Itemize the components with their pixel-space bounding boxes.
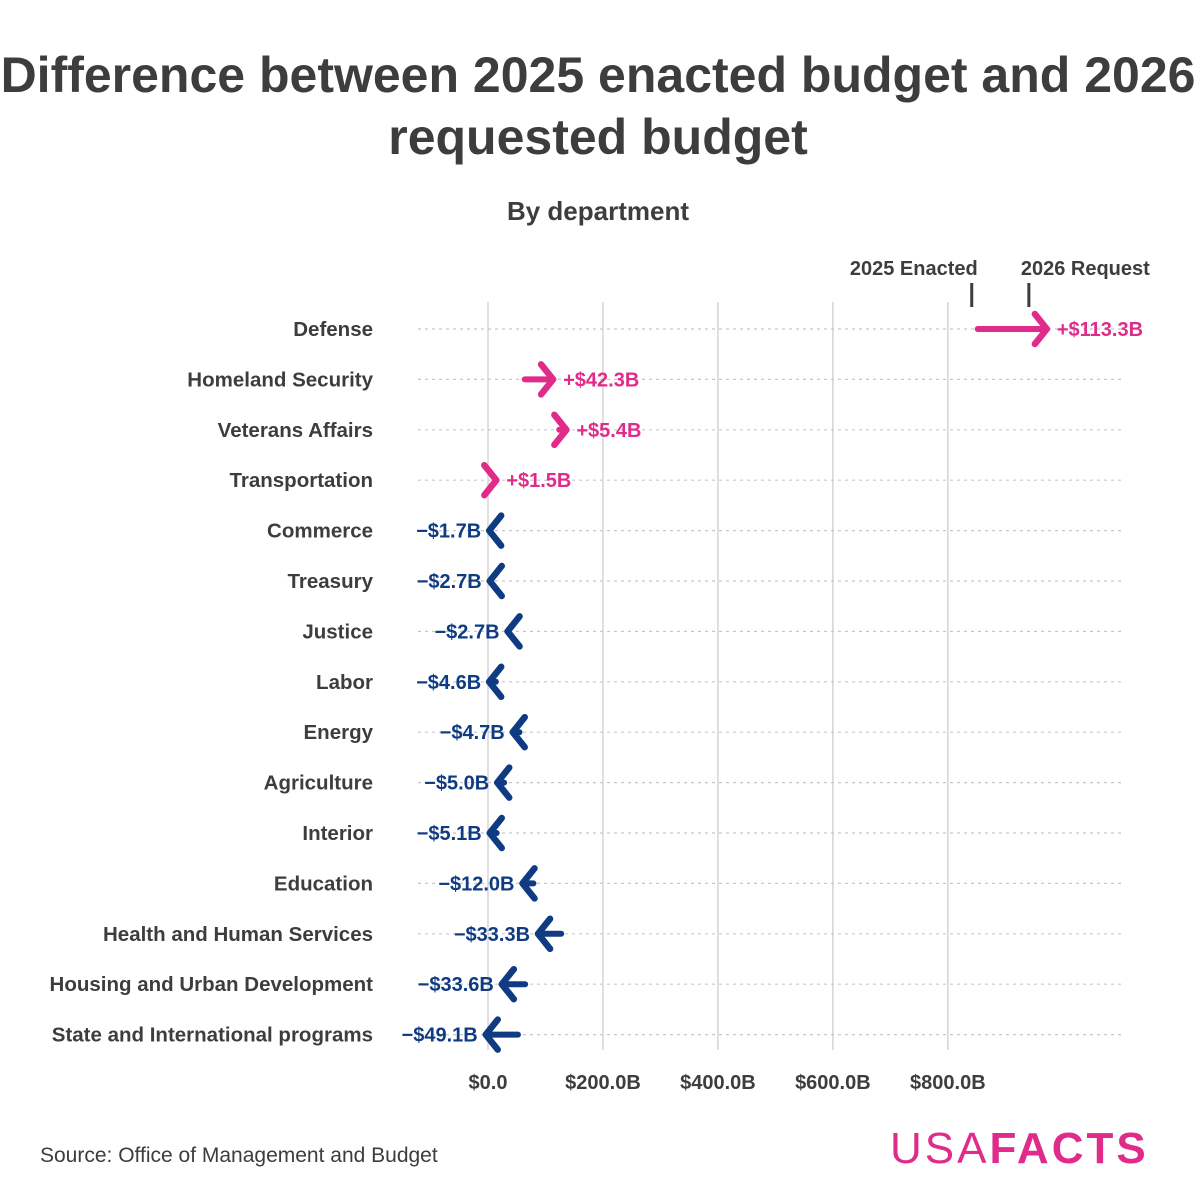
category-label: Commerce bbox=[267, 520, 373, 543]
x-tick-label: $200.0B bbox=[565, 1072, 641, 1094]
arrow-head bbox=[485, 663, 505, 701]
arrow-head bbox=[519, 865, 538, 902]
chart-title: Difference between 2025 enacted budget a… bbox=[0, 47, 1196, 165]
value-label: −$5.0B bbox=[424, 773, 489, 795]
category-label: Defense bbox=[293, 318, 373, 341]
x-tick-label: $400.0B bbox=[680, 1072, 756, 1094]
category-label: Treasury bbox=[288, 570, 374, 593]
chart-subtitle: By department bbox=[506, 196, 690, 226]
arrow-head bbox=[486, 814, 505, 852]
category-label: Interior bbox=[302, 822, 373, 845]
value-label: −$1.7B bbox=[416, 521, 481, 543]
category-label: Justice bbox=[302, 620, 373, 643]
arrow-head bbox=[481, 461, 500, 499]
value-label: −$4.7B bbox=[440, 722, 505, 744]
arrow-head bbox=[486, 562, 505, 600]
category-label: State and International programs bbox=[52, 1024, 373, 1047]
logo-usa: USA bbox=[890, 1124, 990, 1173]
arrow-head bbox=[509, 713, 528, 751]
value-label: −$4.6B bbox=[416, 672, 481, 694]
value-label: −$33.6B bbox=[418, 974, 494, 996]
category-label: Housing and Urban Development bbox=[50, 973, 374, 996]
value-label: −$12.0B bbox=[438, 873, 514, 895]
value-label: −$2.7B bbox=[435, 621, 500, 643]
category-label: Energy bbox=[304, 721, 374, 744]
usafacts-logo: USAFACTS bbox=[890, 1124, 1149, 1174]
legend-end-label: 2026 Request bbox=[1021, 258, 1150, 280]
arrow-head bbox=[1031, 310, 1051, 348]
value-label: −$2.7B bbox=[417, 571, 482, 593]
arrow-head bbox=[493, 764, 513, 801]
value-label: +$5.4B bbox=[576, 420, 641, 442]
x-tick-label: $0.0 bbox=[469, 1072, 508, 1094]
arrow-head bbox=[551, 411, 570, 449]
logo-facts: FACTS bbox=[989, 1124, 1149, 1173]
arrow-head bbox=[534, 915, 554, 953]
legend-start-label: 2025 Enacted bbox=[850, 258, 978, 280]
arrow-head bbox=[498, 965, 518, 1003]
x-tick-label: $600.0B bbox=[795, 1072, 871, 1094]
category-label: Homeland Security bbox=[187, 368, 373, 391]
value-label: +$113.3B bbox=[1057, 319, 1143, 341]
category-label: Education bbox=[274, 872, 373, 895]
category-label: Transportation bbox=[229, 469, 373, 492]
arrow-head bbox=[504, 613, 523, 650]
value-label: +$42.3B bbox=[563, 369, 639, 391]
arrow-head bbox=[482, 1016, 501, 1053]
value-label: −$33.3B bbox=[454, 924, 530, 946]
value-label: −$5.1B bbox=[417, 823, 482, 845]
value-label: −$49.1B bbox=[402, 1025, 478, 1047]
source-note: Source: Office of Management and Budget bbox=[40, 1144, 438, 1167]
category-label: Labor bbox=[316, 671, 373, 694]
category-label: Health and Human Services bbox=[103, 923, 373, 946]
arrow-head bbox=[537, 361, 557, 398]
category-label: Veterans Affairs bbox=[218, 419, 373, 442]
arrow-chart: $0.0 $200.0B $400.0B $600.0B $800.0B 2025 Ena… bbox=[50, 258, 1151, 1094]
x-tick-label: $800.0B bbox=[910, 1072, 986, 1094]
arrow-head bbox=[485, 512, 505, 549]
value-label: +$1.5B bbox=[506, 470, 571, 492]
category-label: Agriculture bbox=[264, 772, 373, 795]
